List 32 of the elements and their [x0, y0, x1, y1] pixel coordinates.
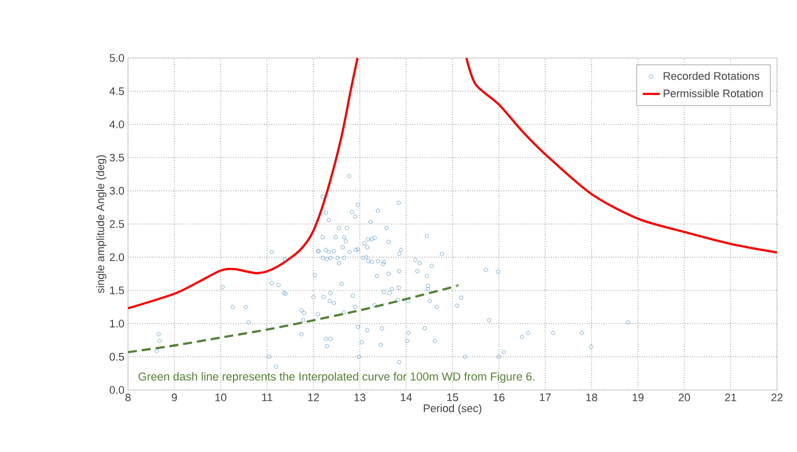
x-tick-label: 21	[725, 394, 736, 402]
y-tick-label: 0.0	[110, 386, 124, 394]
y-axis-title: single amplitude Angle (deg)	[96, 155, 106, 294]
x-tick-label: 11	[262, 394, 272, 402]
x-tick-label: 22	[771, 394, 783, 402]
x-tick-label: 16	[494, 394, 504, 402]
legend-label: Permissible Rotation	[664, 89, 763, 98]
x-tick-label: 18	[586, 394, 598, 402]
y-tick-label: 4.0	[109, 120, 124, 128]
x-tick-label: 17	[540, 394, 551, 402]
x-tick-label: 19	[632, 394, 644, 402]
x-tick-label: 10	[215, 394, 226, 402]
x-axis-title: Period (sec)	[424, 404, 482, 414]
y-tick-label: 0.5	[110, 352, 124, 361]
x-tick-label: 13	[354, 394, 366, 402]
y-tick-label: 5.0	[110, 54, 124, 62]
y-tick-label: 1.0	[110, 320, 124, 328]
x-tick-label: 14	[400, 394, 412, 402]
x-tick-label: 8	[125, 394, 131, 402]
line-series	[126, 284, 458, 354]
x-tick-label: 15	[447, 394, 458, 402]
annotation: Green dash line represents the Interpolated curve for 100m WD from Figure 6.	[138, 372, 534, 383]
y-tick-label: 1.5	[110, 286, 124, 294]
x-tick-label: 9	[172, 394, 177, 402]
y-tick-label: 2.0	[110, 253, 124, 262]
y-tick-label: 3.5	[110, 154, 124, 162]
y-tick-label: 2.5	[110, 220, 124, 228]
y-tick-label: 3.0	[110, 186, 124, 195]
x-tick-label: 12	[308, 394, 319, 402]
legend-label: Recorded Rotations	[664, 72, 760, 80]
x-tick-label: 20	[678, 394, 690, 402]
y-tick-label: 4.5	[109, 87, 124, 96]
